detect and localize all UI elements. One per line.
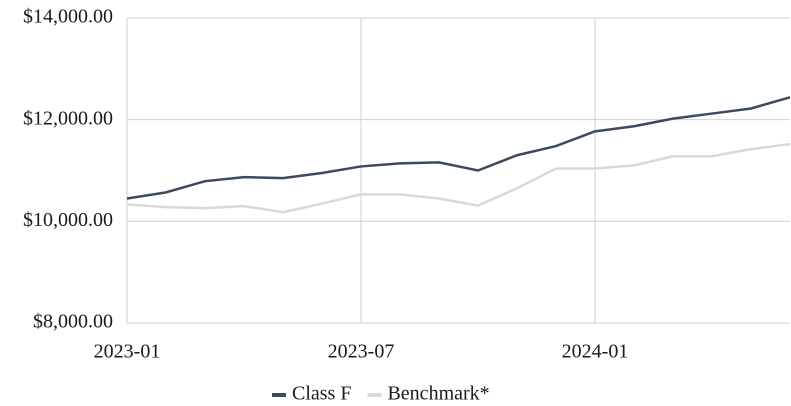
y-tick-label: $12,000.00 — [23, 107, 113, 129]
legend-swatch — [272, 393, 286, 397]
series-line — [126, 142, 791, 214]
y-tick-label: $14,000.00 — [23, 6, 113, 28]
x-tick-label: 2024-01 — [562, 341, 629, 363]
legend-label: Benchmark* — [387, 383, 489, 405]
legend-swatch — [367, 393, 382, 397]
x-tick-label: 2023-01 — [94, 341, 161, 363]
legend-label: Class F — [292, 383, 351, 405]
x-tick-label: 2023-07 — [328, 341, 395, 363]
y-tick-label: $10,000.00 — [23, 209, 113, 231]
series-line — [126, 96, 791, 200]
y-tick-label: $8,000.00 — [33, 311, 113, 333]
